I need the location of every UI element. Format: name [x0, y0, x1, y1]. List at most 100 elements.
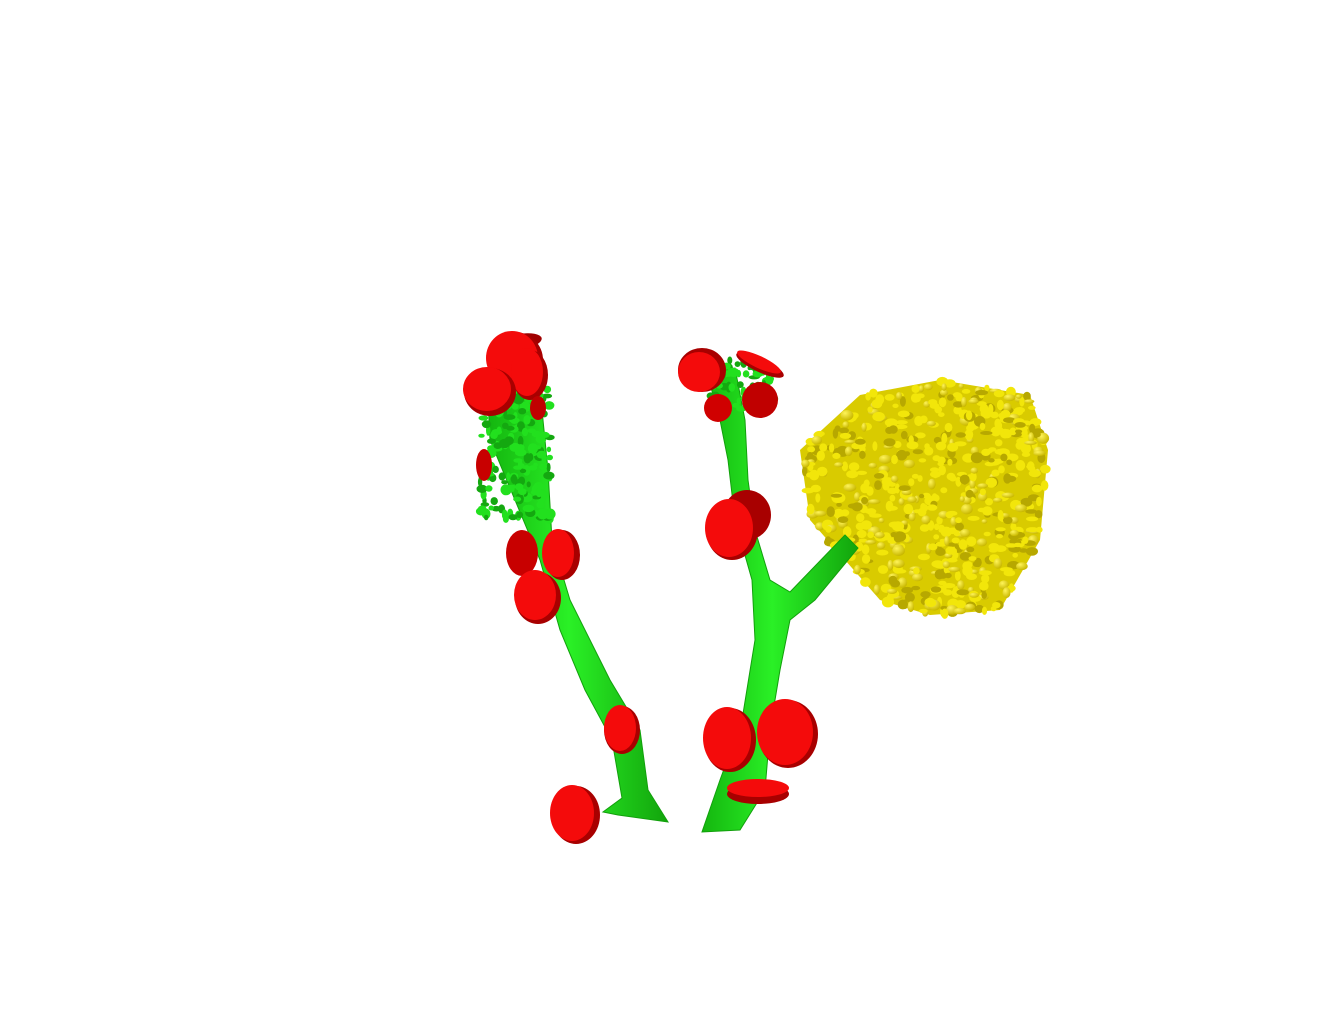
cluster-particle [938, 397, 947, 408]
yellow-particle-cluster [800, 376, 1051, 619]
cluster-particle [968, 556, 977, 561]
cluster-particle [979, 581, 989, 591]
cluster-particle [1033, 450, 1046, 457]
synapse-disc [530, 396, 546, 420]
cluster-particle [854, 564, 861, 575]
cluster-particle [904, 451, 910, 457]
cluster-particle [935, 541, 947, 547]
cluster-particle [861, 422, 867, 432]
cluster-particle [884, 418, 898, 427]
spine-bump [501, 480, 508, 485]
cluster-particle [1036, 496, 1042, 507]
spine-bump [518, 408, 527, 415]
cluster-particle [830, 493, 843, 498]
cluster-particle [1015, 460, 1026, 471]
spine-bump [510, 419, 519, 424]
cluster-particle [1000, 567, 1013, 572]
cluster-particle [896, 449, 908, 461]
spine-bump [513, 465, 522, 470]
cluster-particle [825, 526, 832, 533]
spine-bump [544, 401, 555, 410]
cluster-particle [872, 411, 885, 422]
spine-bump [528, 465, 538, 471]
cluster-particle [888, 425, 898, 434]
cluster-particle [911, 473, 919, 479]
cluster-particle [1002, 402, 1012, 412]
cluster-particle [894, 569, 907, 574]
cluster-particle [874, 480, 882, 490]
cluster-particle [816, 450, 825, 461]
spine-bump [526, 481, 531, 488]
cluster-particle [884, 394, 895, 401]
cluster-particle [996, 534, 1003, 539]
synapse-disc [704, 382, 778, 422]
cluster-particle [969, 478, 976, 490]
cluster-particle [882, 480, 890, 491]
cluster-particle [994, 439, 1003, 447]
cluster-particle [996, 399, 1004, 411]
cluster-particle [921, 515, 931, 525]
cluster-particle [941, 383, 947, 391]
cluster-particle [903, 503, 914, 515]
spine-bump [493, 442, 503, 449]
cluster-particle [940, 487, 948, 494]
cluster-particle [876, 549, 889, 556]
spine-bump [481, 420, 492, 429]
cluster-particle [925, 499, 933, 504]
cluster-particle [874, 531, 885, 539]
spine-bump [535, 483, 547, 490]
spine-bump [506, 472, 511, 482]
cluster-particle [1028, 432, 1035, 444]
cluster-particle [872, 441, 878, 452]
cluster-particle [1003, 417, 1016, 423]
spine-bump [484, 514, 489, 521]
cluster-particle [904, 592, 915, 603]
cluster-particle [885, 500, 894, 512]
cluster-particle [873, 584, 880, 595]
spine-bump [539, 463, 547, 470]
cluster-particle [908, 478, 915, 486]
cluster-particle [1030, 465, 1036, 471]
cluster-particle [937, 461, 944, 467]
cluster-particle [810, 484, 821, 493]
cluster-particle [958, 539, 968, 550]
cluster-particle [907, 601, 915, 613]
cluster-particle [1003, 394, 1016, 402]
spine-bump [727, 371, 740, 377]
cluster-particle [993, 390, 1005, 398]
spine-bump [522, 504, 535, 513]
cluster-particle [928, 543, 938, 551]
cluster-particle [913, 509, 922, 514]
cluster-particle [976, 401, 987, 407]
cluster-particle [991, 469, 1000, 477]
cluster-particle [992, 602, 1001, 609]
cluster-particle [918, 458, 927, 463]
cluster-particle [1005, 453, 1019, 462]
cluster-particle [914, 394, 921, 403]
cluster-particle [806, 503, 815, 515]
cluster-particle [929, 471, 942, 478]
cluster-particle [944, 536, 950, 547]
cluster-particle [869, 388, 878, 398]
cluster-particle [860, 520, 872, 530]
cluster-particle [906, 441, 919, 450]
cluster-particle [1000, 453, 1008, 462]
cluster-particle [998, 465, 1005, 474]
cluster-particle [1009, 427, 1017, 436]
cluster-particle [988, 458, 995, 463]
cluster-particle [981, 519, 988, 524]
cluster-particle [856, 513, 865, 523]
cluster-particle [982, 506, 993, 516]
cluster-particle [860, 577, 871, 587]
cluster-particle [833, 508, 844, 519]
cluster-particle [954, 570, 961, 581]
cluster-particle [902, 599, 908, 609]
synapse-disc [463, 367, 516, 416]
cluster-particle [919, 415, 928, 424]
cluster-particle [990, 426, 1002, 437]
synapse-disc [506, 530, 538, 576]
spine-bump [511, 403, 519, 410]
cluster-particle [993, 558, 1003, 569]
synapse-disc [550, 785, 600, 844]
